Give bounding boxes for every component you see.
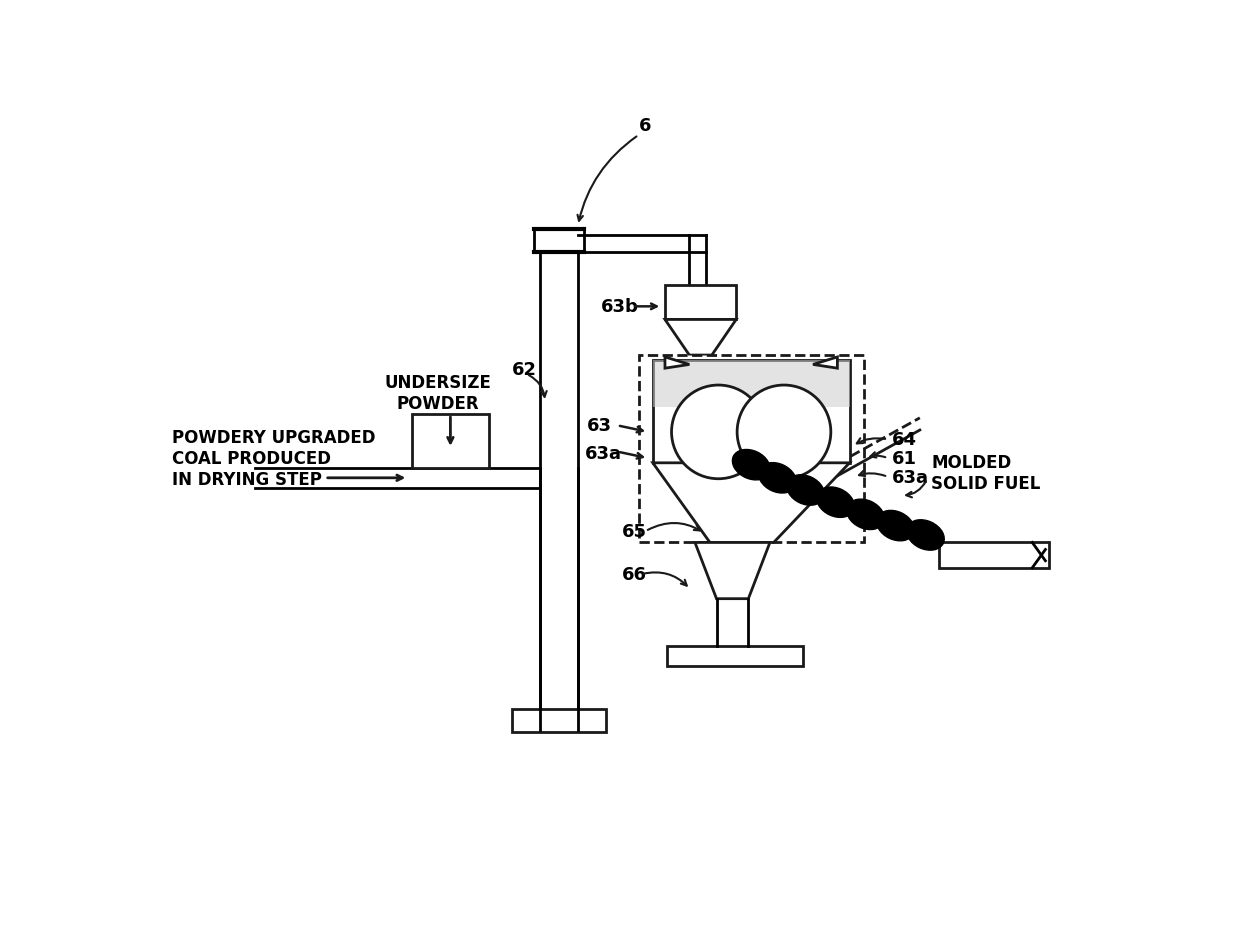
Bar — [939, 543, 1049, 568]
Ellipse shape — [817, 488, 854, 518]
Circle shape — [737, 386, 831, 479]
Text: 66: 66 — [622, 565, 647, 584]
Text: 63b: 63b — [601, 298, 639, 316]
Ellipse shape — [786, 475, 825, 505]
Bar — [652, 360, 849, 407]
Circle shape — [672, 386, 765, 479]
Text: 63: 63 — [588, 417, 613, 435]
Text: 62: 62 — [512, 360, 537, 379]
Text: 65: 65 — [622, 522, 647, 541]
Text: 64: 64 — [892, 431, 916, 449]
Bar — [412, 415, 489, 468]
Text: 6: 6 — [639, 117, 651, 136]
Polygon shape — [665, 358, 689, 369]
Bar — [512, 709, 606, 732]
Bar — [639, 356, 863, 543]
Ellipse shape — [906, 520, 944, 550]
Text: POWDERY UPGRADED
COAL PRODUCED
IN DRYING STEP: POWDERY UPGRADED COAL PRODUCED IN DRYING… — [172, 429, 376, 489]
Ellipse shape — [847, 500, 884, 530]
Text: 61: 61 — [892, 449, 916, 468]
Polygon shape — [694, 543, 770, 599]
Ellipse shape — [877, 511, 914, 541]
Ellipse shape — [733, 450, 770, 480]
Bar — [665, 285, 737, 320]
Bar — [667, 646, 802, 666]
Text: 63a: 63a — [584, 445, 621, 463]
Text: UNDERSIZE
POWDER: UNDERSIZE POWDER — [384, 373, 491, 413]
Bar — [652, 360, 849, 463]
Polygon shape — [813, 358, 837, 369]
Polygon shape — [652, 463, 849, 543]
Polygon shape — [665, 320, 737, 356]
Text: MOLDED
SOLID FUEL: MOLDED SOLID FUEL — [931, 453, 1040, 492]
Ellipse shape — [759, 463, 796, 493]
Text: 63a: 63a — [892, 468, 929, 487]
